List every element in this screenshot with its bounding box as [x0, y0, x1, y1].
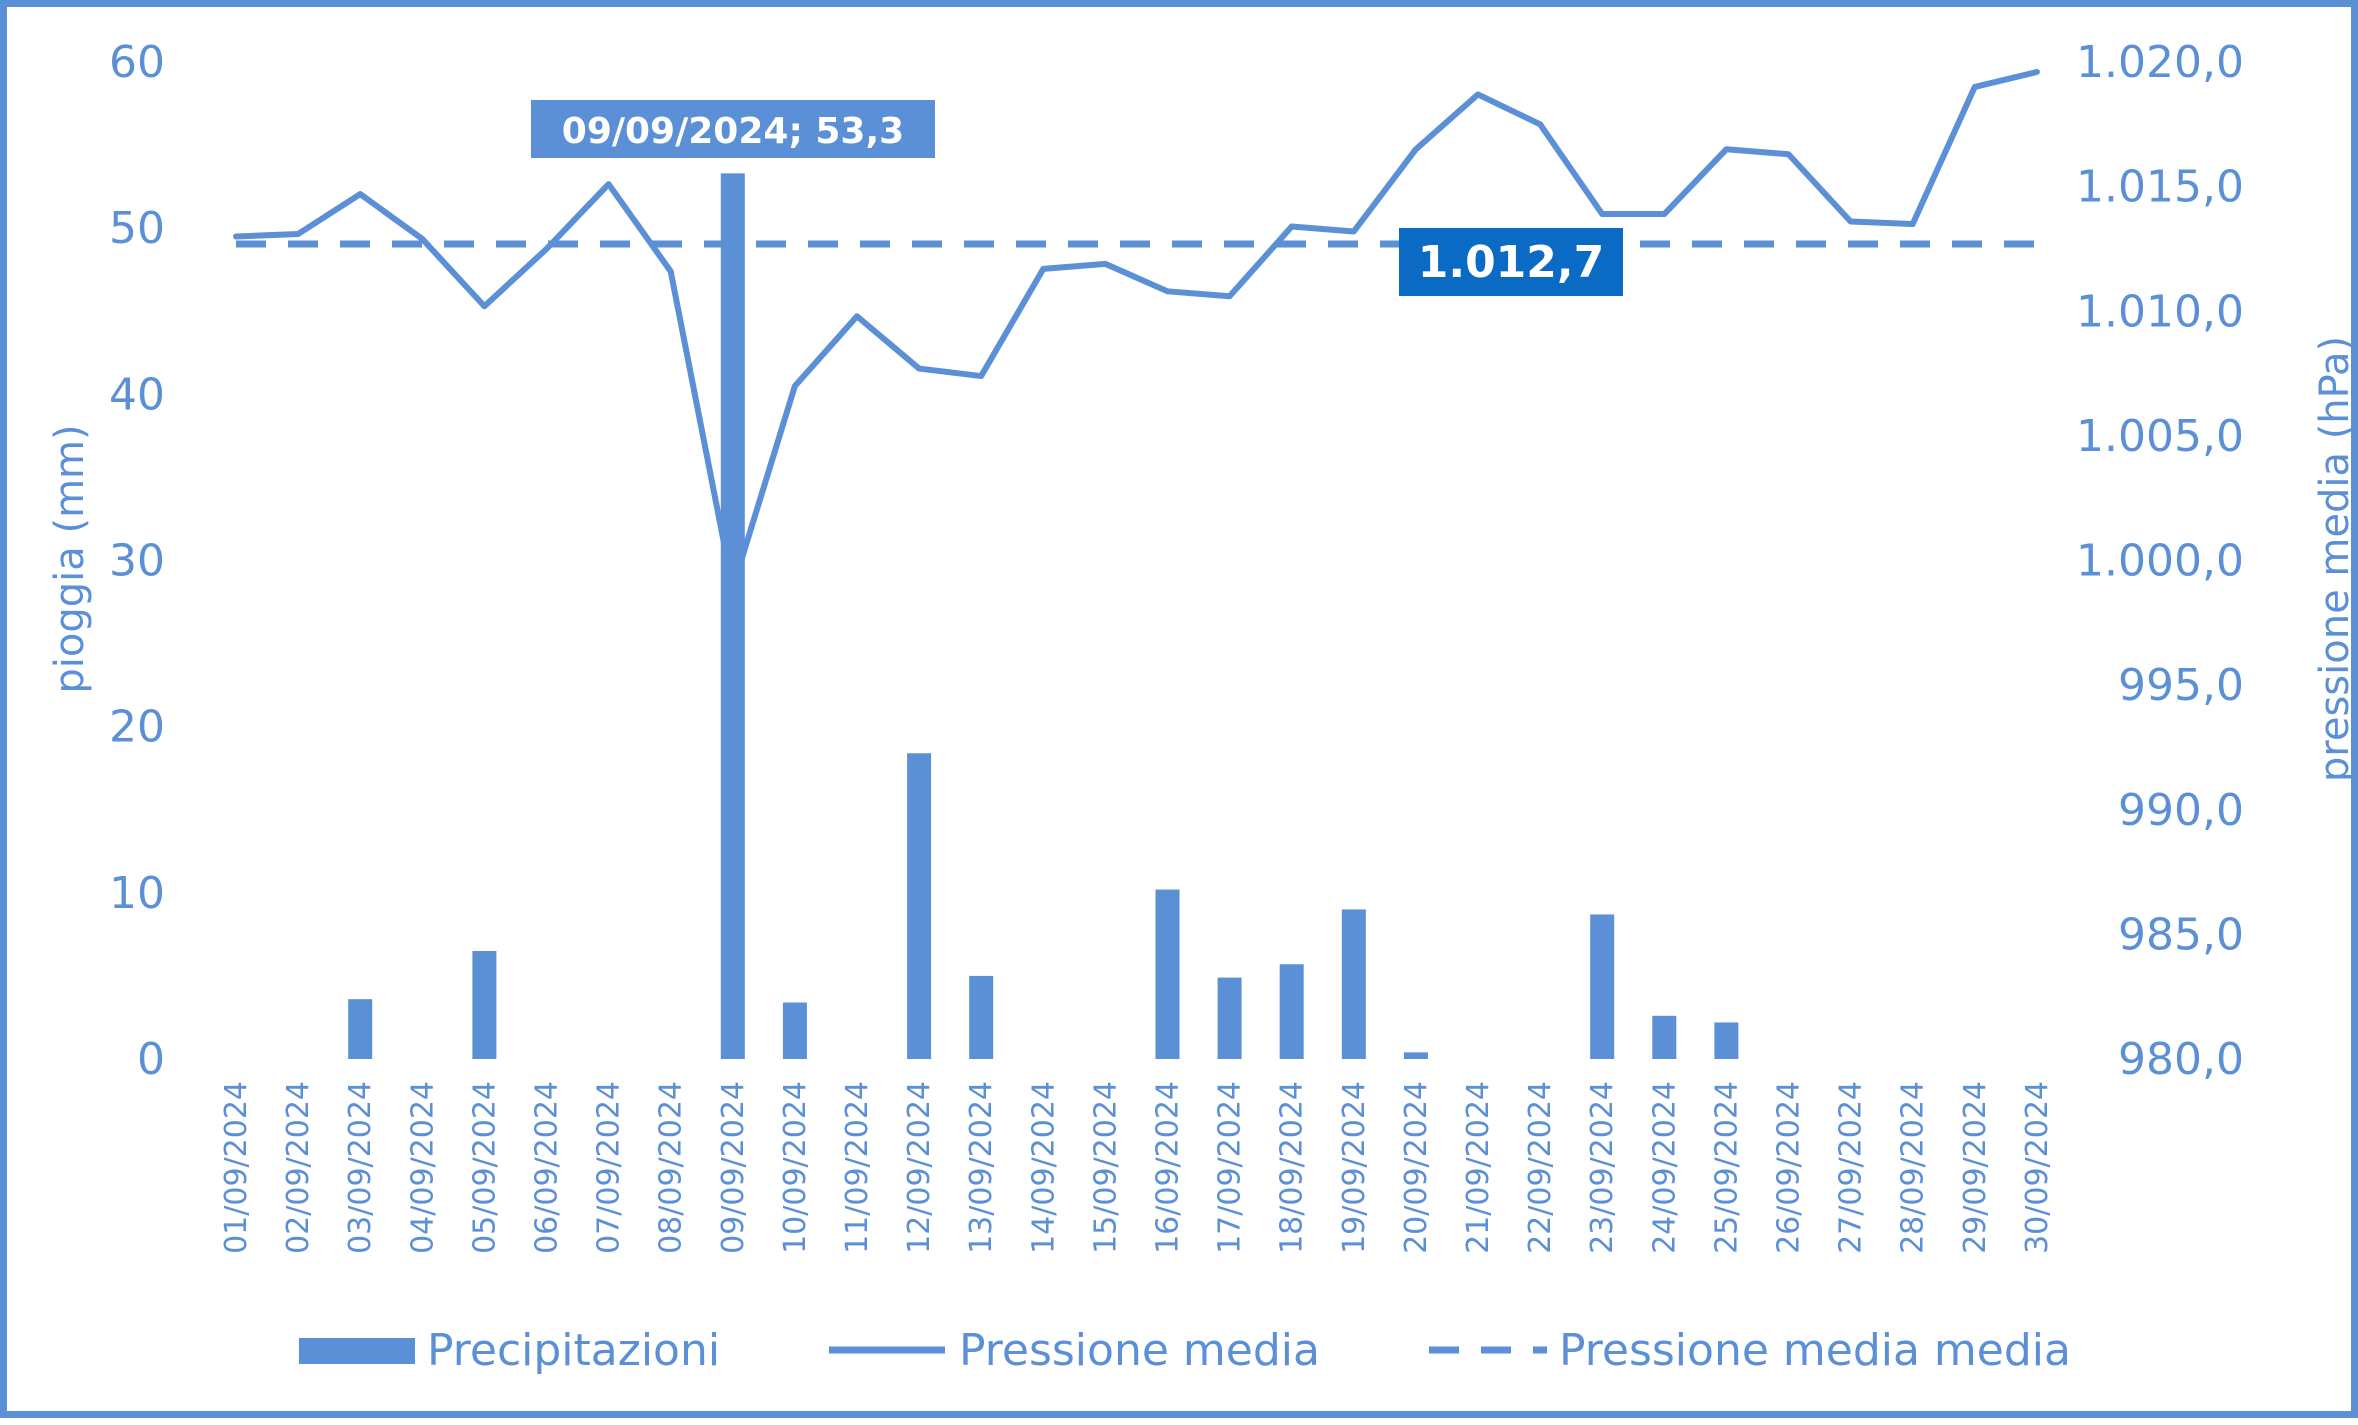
x-tick-label: 27/09/2024	[1834, 1081, 1869, 1254]
precipitation-bar	[1590, 914, 1615, 1059]
x-tick-label: 23/09/2024	[1585, 1081, 1620, 1254]
precipitation-bar	[1155, 889, 1180, 1059]
right-tick-label: 990,0	[2118, 785, 2244, 836]
pressure-line	[233, 68, 2040, 591]
x-tick-label: 30/09/2024	[2020, 1081, 2055, 1254]
precipitation-bar	[1341, 909, 1366, 1059]
precipitation-bar	[472, 950, 497, 1059]
x-tick-label: 14/09/2024	[1026, 1081, 1061, 1254]
x-tick-label: 13/09/2024	[964, 1081, 999, 1254]
right-tick-label: 1.000,0	[2076, 536, 2244, 587]
legend-label-line: Pressione media	[959, 1325, 1320, 1376]
left-axis-ticks: 0 10 20 30 40 50 60	[109, 37, 165, 1085]
left-axis-title: pioggia (mm)	[47, 424, 93, 693]
mean-callout-box	[1399, 228, 1623, 296]
x-tick-label: 05/09/2024	[467, 1081, 502, 1254]
x-tick-label: 25/09/2024	[1709, 1081, 1744, 1254]
x-tick-label: 22/09/2024	[1523, 1081, 1558, 1254]
precipitation-bar	[1714, 1022, 1739, 1059]
right-tick-label: 1.005,0	[2076, 411, 2244, 462]
bar-callout-box	[531, 100, 935, 158]
left-tick-label: 0	[137, 1034, 165, 1085]
right-tick-label: 1.010,0	[2076, 286, 2244, 337]
precipitation-bar	[720, 173, 745, 1059]
legend: Precipitazioni Pressione media Pressione m…	[299, 1325, 2071, 1376]
x-tick-label: 10/09/2024	[778, 1081, 813, 1254]
x-tick-label: 29/09/2024	[1958, 1081, 1993, 1254]
x-tick-label: 24/09/2024	[1647, 1081, 1682, 1254]
x-tick-label: 12/09/2024	[902, 1081, 937, 1254]
x-axis-ticks: 01/09/2024 02/09/2024 03/09/2024 04/09/2024…	[219, 1081, 2055, 1254]
left-tick-label: 10	[109, 868, 165, 919]
right-tick-label: 1.020,0	[2076, 37, 2244, 88]
x-tick-label: 21/09/2024	[1461, 1081, 1496, 1254]
left-tick-label: 60	[109, 37, 165, 88]
mean-callout-label: 1.012,7	[1418, 237, 1605, 288]
precipitation-bar	[1217, 977, 1242, 1059]
combo-chart: 0 10 20 30 40 50 60 980,0 985,0 990,0 995,0 1.000,…	[47, 37, 2358, 1376]
precipitation-bar	[782, 1002, 807, 1059]
precipitation-bar	[1279, 964, 1304, 1059]
legend-swatch-bar	[299, 1338, 415, 1364]
right-axis-title: pressione media (hPa)	[2312, 336, 2358, 782]
x-tick-label: 03/09/2024	[343, 1081, 378, 1254]
pressure-line-group	[233, 68, 2040, 591]
precipitation-bar	[1652, 1015, 1677, 1059]
x-tick-label: 01/09/2024	[219, 1081, 254, 1254]
bar-callout-label: 09/09/2024; 53,3	[562, 111, 904, 152]
left-tick-label: 20	[109, 702, 165, 753]
x-tick-label: 04/09/2024	[405, 1081, 440, 1254]
left-tick-label: 40	[109, 369, 165, 420]
x-tick-label: 20/09/2024	[1399, 1081, 1434, 1254]
left-tick-label: 50	[109, 203, 165, 254]
x-tick-label: 18/09/2024	[1275, 1081, 1310, 1254]
x-tick-label: 28/09/2024	[1896, 1081, 1931, 1254]
precipitation-bars	[348, 173, 1739, 1059]
x-tick-label: 16/09/2024	[1151, 1081, 1186, 1254]
precipitation-bar	[907, 753, 932, 1059]
right-tick-label: 1.015,0	[2076, 162, 2244, 213]
legend-label-bar: Precipitazioni	[427, 1325, 720, 1376]
x-tick-label: 02/09/2024	[281, 1081, 316, 1254]
precipitation-bar	[1403, 1052, 1428, 1059]
x-tick-label: 07/09/2024	[592, 1081, 627, 1254]
precipitation-bar	[348, 999, 373, 1059]
legend-label-dashed: Pressione media media	[1559, 1325, 2071, 1376]
x-tick-label: 06/09/2024	[530, 1081, 565, 1254]
x-tick-label: 11/09/2024	[840, 1081, 875, 1254]
x-tick-label: 17/09/2024	[1213, 1081, 1248, 1254]
callouts: 09/09/2024; 53,3 1.012,7	[531, 100, 1623, 296]
x-tick-label: 08/09/2024	[654, 1081, 689, 1254]
x-tick-label: 26/09/2024	[1772, 1081, 1807, 1254]
right-tick-label: 985,0	[2118, 909, 2244, 960]
precipitation-bar	[969, 975, 994, 1059]
left-tick-label: 30	[109, 536, 165, 587]
x-tick-label: 09/09/2024	[716, 1081, 751, 1254]
x-tick-label: 19/09/2024	[1337, 1081, 1372, 1254]
right-tick-label: 995,0	[2118, 660, 2244, 711]
x-tick-label: 15/09/2024	[1088, 1081, 1123, 1254]
right-tick-label: 980,0	[2118, 1034, 2244, 1085]
right-axis-ticks: 980,0 985,0 990,0 995,0 1.000,0 1.005,0 1.010,…	[2076, 37, 2244, 1085]
